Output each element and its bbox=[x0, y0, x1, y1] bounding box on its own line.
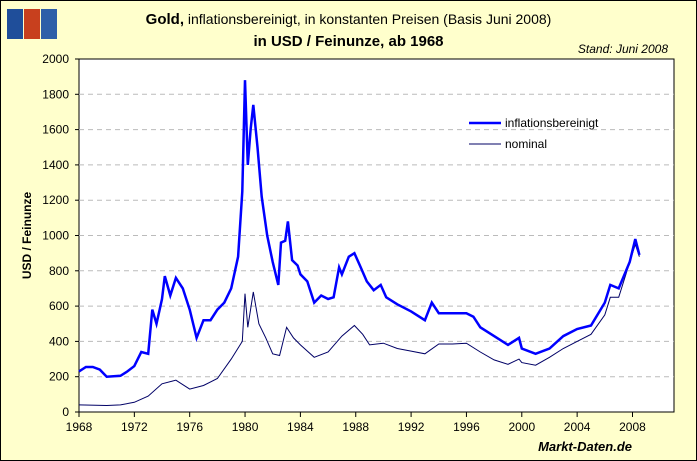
y-tick-label: 1400 bbox=[42, 158, 69, 172]
y-tick-label: 1200 bbox=[42, 193, 69, 207]
logo-block-1 bbox=[7, 9, 23, 39]
stand-date: Stand: Juni 2008 bbox=[577, 42, 668, 56]
chart-subtitle: in USD / Feinunze, ab 1968 bbox=[253, 33, 444, 50]
logo bbox=[7, 9, 57, 39]
x-tick-label: 2004 bbox=[564, 420, 591, 434]
y-tick-label: 200 bbox=[49, 370, 69, 384]
legend-label: inflationsbereinigt bbox=[505, 116, 599, 130]
source-label: Markt-Daten.de bbox=[538, 439, 632, 454]
x-tick-label: 1976 bbox=[176, 420, 203, 434]
y-tick-label: 0 bbox=[62, 405, 69, 419]
x-tick-label: 1988 bbox=[342, 420, 369, 434]
x-tick-label: 1968 bbox=[66, 420, 93, 434]
x-tick-label: 2000 bbox=[508, 420, 535, 434]
series-line-nominal bbox=[78, 242, 640, 407]
x-tick-label: 1972 bbox=[121, 420, 148, 434]
y-tick-label: 400 bbox=[49, 334, 69, 348]
chart-title: Gold, inflationsbereinigt, in konstanten… bbox=[1, 11, 696, 28]
y-tick-label: 1800 bbox=[42, 87, 69, 101]
y-tick-label: 2000 bbox=[42, 52, 69, 66]
logo-block-2 bbox=[24, 9, 40, 39]
x-tick-label: 1996 bbox=[453, 420, 480, 434]
legend-label: nominal bbox=[505, 137, 547, 151]
title-rest: inflationsbereinigt, in konstanten Preis… bbox=[184, 11, 552, 27]
y-tick-label: 1600 bbox=[42, 123, 69, 137]
title-bold: Gold, bbox=[145, 11, 184, 28]
y-tick-label: 600 bbox=[49, 299, 69, 313]
x-tick-label: 1984 bbox=[287, 420, 314, 434]
series-line-inflationsbereinigt bbox=[78, 80, 641, 378]
logo-block-3 bbox=[41, 9, 57, 39]
y-axis-label: USD / Feinunze bbox=[20, 192, 34, 280]
x-tick-label: 1980 bbox=[232, 420, 259, 434]
x-tick-label: 2008 bbox=[619, 420, 646, 434]
x-tick-label: 1992 bbox=[398, 420, 425, 434]
y-tick-label: 800 bbox=[49, 264, 69, 278]
y-tick-label: 1000 bbox=[42, 229, 69, 243]
